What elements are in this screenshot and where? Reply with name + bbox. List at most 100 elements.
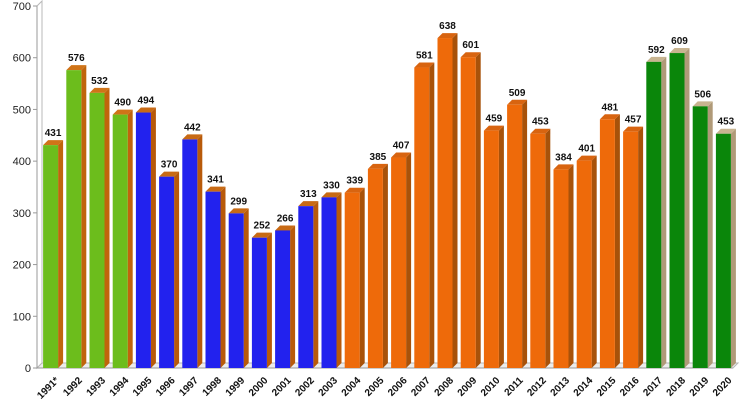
x-tick-label: 2000 [247, 375, 271, 399]
bar-top [205, 186, 226, 192]
y-tick-label: 400 [13, 156, 31, 168]
y-tick-label: 200 [13, 260, 31, 272]
data-label: 576 [68, 53, 85, 64]
bar [205, 186, 226, 368]
x-tick-label: 2010 [479, 375, 503, 399]
bar-front [43, 145, 59, 368]
bar-front [159, 176, 175, 368]
data-label: 384 [555, 152, 572, 163]
data-label: 299 [230, 196, 247, 207]
bar-side [313, 201, 319, 368]
bar [692, 101, 713, 368]
bar-front [460, 57, 476, 368]
bar-side [58, 140, 64, 368]
x-tick-label: 2003 [317, 375, 341, 399]
bar-top [553, 164, 574, 170]
data-label: 385 [370, 152, 387, 163]
bar-front [437, 38, 453, 368]
bar-top [89, 87, 110, 93]
bar-front [692, 106, 708, 368]
bar-side [429, 62, 435, 368]
data-label: 330 [323, 180, 340, 191]
data-label: 407 [393, 141, 410, 152]
y-tick-label: 300 [13, 208, 31, 220]
data-label: 341 [207, 175, 224, 186]
bar-front [135, 112, 151, 368]
bar-top [43, 140, 64, 146]
x-tick-label: 2009 [456, 375, 480, 399]
x-tick-label: 2014 [572, 375, 596, 399]
y-tick-label: 700 [13, 1, 31, 13]
bar-front [391, 157, 407, 368]
bar-front [275, 230, 291, 368]
bar-side [127, 109, 133, 368]
x-tick-label: 2019 [688, 375, 712, 399]
data-label: 431 [45, 128, 62, 139]
bar-side [220, 186, 226, 368]
x-tick-label: 2004 [340, 375, 364, 399]
bar [182, 134, 203, 368]
x-tick-label: 2013 [549, 375, 573, 399]
x-tick-label: 1996 [154, 375, 178, 399]
bar-side [498, 125, 504, 368]
x-tick-label: 2007 [409, 375, 433, 399]
data-label: 339 [346, 176, 363, 187]
y-tick-label: 500 [13, 104, 31, 116]
x-tick-label: 2008 [433, 375, 457, 399]
bar [43, 140, 64, 368]
x-tick-label: 2016 [618, 375, 642, 399]
x-tick-label: 1997 [177, 375, 201, 399]
data-label: 506 [694, 89, 711, 100]
bar-top [66, 65, 87, 71]
bar-side [614, 114, 620, 368]
bar-side [359, 187, 365, 368]
bar [437, 33, 458, 368]
bar-side [638, 126, 644, 368]
bar-side [568, 164, 574, 368]
bar-top [530, 128, 551, 134]
y-tick-label: 0 [25, 363, 31, 375]
bar-side [661, 56, 667, 368]
bar-top [159, 171, 180, 177]
bar-front [414, 67, 430, 368]
bar-side [81, 65, 87, 368]
bar-front [182, 139, 198, 368]
y-axis-wall [36, 0, 43, 370]
data-label: 252 [254, 221, 271, 232]
bar-side [243, 208, 249, 368]
bar-side [522, 99, 528, 368]
bar-side [707, 101, 713, 368]
bar [530, 128, 551, 368]
bar [321, 192, 342, 368]
bar-front [228, 213, 244, 368]
bar-front [205, 191, 221, 368]
bar-side [730, 128, 736, 368]
bar [391, 152, 412, 368]
data-label: 601 [462, 40, 479, 51]
bar-side [591, 155, 597, 368]
bar-top [599, 114, 620, 120]
bar-front [553, 169, 569, 368]
bar-top [483, 125, 504, 131]
bar [576, 155, 597, 368]
bar-side [150, 107, 156, 368]
bar-front [66, 70, 82, 368]
bar [715, 128, 736, 368]
x-tick-label: 1994 [108, 375, 132, 399]
data-label: 266 [277, 213, 294, 224]
data-label: 481 [602, 102, 619, 113]
data-label: 494 [138, 96, 155, 107]
bar-front [112, 114, 128, 368]
data-label: 401 [578, 144, 595, 155]
bar-top [460, 52, 481, 58]
bar [298, 201, 319, 368]
bar-front [530, 133, 546, 368]
bar-side [290, 225, 296, 368]
bar-top [646, 56, 667, 62]
data-label: 490 [114, 98, 131, 109]
x-tick-label: 2015 [595, 375, 619, 399]
bar [483, 125, 504, 368]
y-tick-label: 100 [13, 311, 31, 323]
bar [89, 87, 110, 368]
